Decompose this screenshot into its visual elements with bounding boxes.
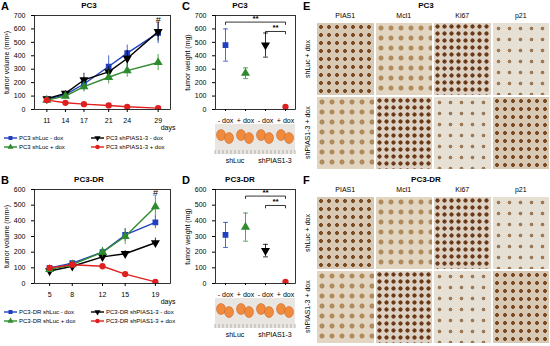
svg-text:100: 100 <box>14 92 26 99</box>
html-text:Ki67: Ki67 <box>455 12 470 19</box>
svg-text:700: 700 <box>14 12 26 19</box>
svg-text:19: 19 <box>151 291 159 298</box>
html-text:Ki67: Ki67 <box>455 186 470 193</box>
svg-text:24: 24 <box>123 117 131 124</box>
svg-text:400: 400 <box>14 217 26 224</box>
svg-text:**: ** <box>262 188 269 197</box>
html-text:PC3 shPIAS1-3 - dox: PC3 shPIAS1-3 - dox <box>106 135 163 141</box>
svg-text:400: 400 <box>195 52 207 59</box>
html-text:shPIAS1-3 + dox: shPIAS1-3 + dox <box>304 280 311 334</box>
svg-text:**: ** <box>252 14 259 23</box>
svg-text:600: 600 <box>195 186 207 193</box>
html-text:PC3 shLuc + dox: PC3 shLuc + dox <box>19 144 65 150</box>
svg-text:600: 600 <box>195 25 207 32</box>
svg-text:tumor volume (mm³): tumor volume (mm³) <box>3 31 11 94</box>
svg-text:200: 200 <box>14 248 26 255</box>
html-text:Mcl1: Mcl1 <box>396 186 412 193</box>
svg-text:**: ** <box>272 197 279 206</box>
svg-text:100: 100 <box>195 92 207 99</box>
svg-text:8: 8 <box>70 291 74 298</box>
html-text:PC3-DR shLuc + dox: PC3-DR shLuc + dox <box>19 318 76 324</box>
svg-text:200: 200 <box>14 79 26 86</box>
svg-text:400: 400 <box>14 52 26 59</box>
svg-text:+ dox: + dox <box>237 291 255 298</box>
html-text:shPIAS1-3: shPIAS1-3 <box>258 157 292 164</box>
svg-text:0: 0 <box>22 280 26 287</box>
svg-text:500: 500 <box>195 201 207 208</box>
svg-text:200: 200 <box>195 248 207 255</box>
svg-text:300: 300 <box>14 233 26 240</box>
html-text:PIAS1: PIAS1 <box>335 12 356 19</box>
html-text:PC3: PC3 <box>232 1 248 10</box>
html-text:shPIAS1-3: shPIAS1-3 <box>258 331 292 338</box>
html-text:B: B <box>1 174 9 186</box>
svg-text:100: 100 <box>195 264 207 271</box>
html-text:PC3-DR shPIAS1-3 - dox: PC3-DR shPIAS1-3 - dox <box>106 309 174 315</box>
svg-text:- dox: - dox <box>258 291 274 298</box>
html-text:PC3-DR: PC3-DR <box>225 175 255 184</box>
html-text:PC3: PC3 <box>418 1 434 10</box>
html-text:F: F <box>303 174 310 186</box>
svg-text:500: 500 <box>195 39 207 46</box>
svg-text:700: 700 <box>195 12 207 19</box>
html-text:Mcl1: Mcl1 <box>396 12 412 19</box>
svg-text:500: 500 <box>14 201 26 208</box>
html-text:PIAS1: PIAS1 <box>335 186 356 193</box>
svg-text:300: 300 <box>14 65 26 72</box>
html-text:PC3-DR: PC3-DR <box>411 175 441 184</box>
svg-text:+ dox: + dox <box>277 291 295 298</box>
svg-text:600: 600 <box>14 25 26 32</box>
svg-text:500: 500 <box>14 39 26 46</box>
svg-text:17: 17 <box>80 117 88 124</box>
html-text:PC3 shLuc - dox: PC3 shLuc - dox <box>19 135 64 141</box>
svg-text:tumor weight (mg): tumor weight (mg) <box>184 34 192 90</box>
html-text:shLuc: shLuc <box>225 157 245 164</box>
svg-text:100: 100 <box>14 264 26 271</box>
svg-text:0: 0 <box>203 280 207 287</box>
svg-text:#: # <box>153 188 158 198</box>
svg-text:300: 300 <box>195 65 207 72</box>
html-text:C: C <box>182 0 190 12</box>
svg-text:12: 12 <box>99 291 107 298</box>
svg-text:11: 11 <box>43 117 50 124</box>
html-text:PC3-DR shPIAS1-3 + dox: PC3-DR shPIAS1-3 + dox <box>106 318 176 324</box>
svg-text:**: ** <box>272 23 279 32</box>
html-text:shPIAS1-3 + dox: shPIAS1-3 + dox <box>304 106 311 160</box>
html-text:D: D <box>182 174 190 186</box>
svg-text:+ dox: + dox <box>237 117 255 124</box>
svg-text:21: 21 <box>105 117 113 124</box>
svg-text:days: days <box>161 124 176 132</box>
svg-text:+ dox: + dox <box>277 117 295 124</box>
html-text:PC3 shPIAS1-3 + dox: PC3 shPIAS1-3 + dox <box>106 144 165 150</box>
svg-text:200: 200 <box>195 79 207 86</box>
svg-text:300: 300 <box>195 233 207 240</box>
svg-text:- dox: - dox <box>258 117 274 124</box>
svg-text:0: 0 <box>22 106 26 113</box>
svg-text:tumor weight (mg): tumor weight (mg) <box>184 208 192 264</box>
html-text:shLuc + dox: shLuc + dox <box>304 214 311 252</box>
html-text:p21: p21 <box>514 12 527 19</box>
svg-text:- dox: - dox <box>218 291 234 298</box>
svg-text:15: 15 <box>121 291 129 298</box>
html-text:shLuc + dox: shLuc + dox <box>304 40 311 78</box>
html-text:p21: p21 <box>514 186 527 193</box>
svg-text:#: # <box>156 15 161 25</box>
html-text:PC3-DR: PC3-DR <box>74 175 104 184</box>
svg-text:0: 0 <box>203 106 207 113</box>
html-text:shLuc: shLuc <box>225 331 245 338</box>
svg-text:600: 600 <box>14 186 26 193</box>
html-text:PC3-DR shLuc - dox: PC3-DR shLuc - dox <box>19 309 74 315</box>
svg-text:400: 400 <box>195 217 207 224</box>
svg-text:tumor volume (mm³): tumor volume (mm³) <box>3 205 11 268</box>
svg-text:- dox: - dox <box>218 117 234 124</box>
html-text:A: A <box>1 0 9 12</box>
svg-text:14: 14 <box>62 117 70 124</box>
svg-text:days: days <box>161 298 176 306</box>
html-text:PC3: PC3 <box>81 1 97 10</box>
html-text:E: E <box>303 0 311 12</box>
svg-text:5: 5 <box>48 291 52 298</box>
svg-text:29: 29 <box>154 117 162 125</box>
